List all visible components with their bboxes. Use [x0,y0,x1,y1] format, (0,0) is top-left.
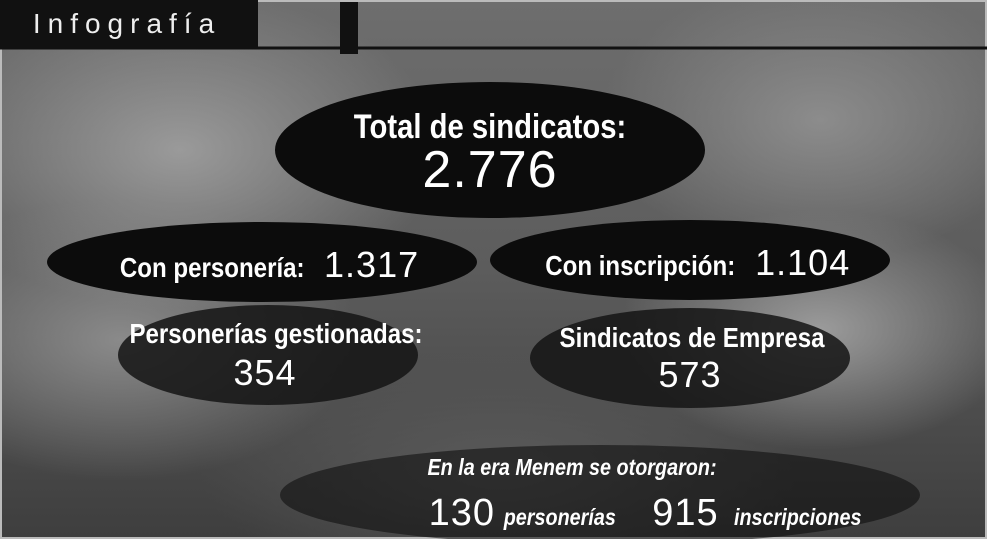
menem-values: 130 personerías 915 inscripciones [429,492,872,535]
stat-label: Personerías gestionadas: [129,318,422,350]
stat: Personerías gestionadas: [106,318,447,350]
stat-label: Sindicatos de Empresa [560,322,825,354]
stat-value: 354 [233,352,296,394]
stat: Sindicatos de Empresa [538,322,846,354]
stat: Con personería: 1.317 [105,244,419,286]
header-title: Infografía [33,8,221,40]
stat-label: Con inscripción: [545,250,735,282]
stat-value: 1.104 [755,242,850,283]
header-mark [340,2,358,54]
menem-block: En la era Menem se otorgaron: [404,454,740,481]
menem-value: 915 [652,492,718,534]
infographic: Infografía Total de sindicatos: 2.776 Co… [0,0,987,539]
menem-title: En la era Menem se otorgaron: [427,454,716,481]
stat: Con inscripción: 1.104 [530,242,850,284]
total-value: 2.776 [422,140,557,200]
menem-label: inscripciones [734,504,862,531]
stat-value: 573 [658,354,721,396]
stat-value: 1.317 [324,244,419,285]
stat-label: Con personería: [120,252,305,284]
menem-value: 130 [429,492,495,534]
menem-label: personerías [504,504,616,531]
